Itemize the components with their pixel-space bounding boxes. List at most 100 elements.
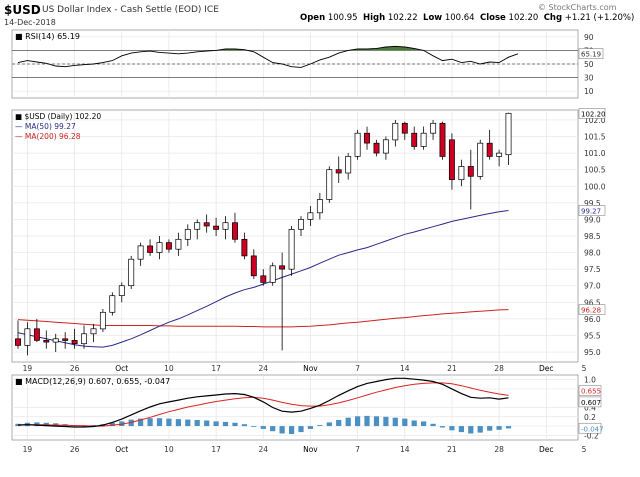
macd-histogram-bar	[109, 422, 115, 427]
candle-down	[213, 225, 220, 230]
macd-histogram-bar	[383, 416, 389, 427]
candle-up	[81, 333, 87, 345]
price-y-tick-label: 95.5	[584, 331, 601, 340]
rsi-y-tick-label: 10	[584, 87, 594, 96]
price-y-tick-label: 97.5	[584, 265, 601, 274]
macd-histogram-bar	[289, 426, 295, 434]
macd-histogram-bar	[147, 418, 153, 427]
open-label: Open	[300, 13, 326, 23]
macd-histogram-bar	[138, 418, 144, 426]
price-y-tick-label: 100.0	[584, 182, 606, 191]
candle-up	[382, 139, 389, 154]
low-value: 100.64	[444, 13, 475, 23]
macd-histogram-bar	[156, 418, 163, 427]
price-y-tick-label: 102.0	[584, 116, 606, 125]
macd-histogram-bar	[232, 422, 238, 427]
price-y-tick-label: 97.0	[584, 282, 601, 291]
symbol-title: $USD	[4, 3, 41, 17]
candle-down	[250, 255, 257, 277]
macd-histogram-bar	[222, 421, 229, 427]
watermark: © StockCharts.com	[538, 3, 617, 12]
macd-histogram-bar	[468, 426, 474, 434]
candle-up	[298, 219, 304, 230]
price-y-tick-label: 96.5	[584, 298, 601, 307]
price-x-tick-label: 7	[355, 364, 360, 373]
candle-down	[241, 238, 248, 257]
macd-y-tick-label: 0.4	[584, 404, 596, 413]
candle-down	[467, 166, 474, 177]
price-y-tick-label: 98.5	[584, 232, 601, 241]
candle-up	[477, 142, 484, 177]
price-legend-entry: — MA(200) 96.28	[15, 132, 81, 141]
macd-histogram-bar	[336, 420, 342, 426]
candle-up	[316, 199, 323, 214]
macd-x-tick-label: 21	[447, 445, 457, 454]
candle-up	[496, 152, 503, 157]
macd-histogram-bar	[166, 418, 172, 426]
price-last-value-label: 96.28	[581, 307, 601, 315]
candle-up	[307, 212, 314, 220]
macd-last-value-label: 0.655	[581, 388, 601, 396]
candle-down	[439, 122, 446, 157]
macd-histogram-bar	[458, 426, 464, 433]
price-y-tick-label: 100.5	[584, 166, 606, 175]
macd-histogram-bar	[402, 418, 408, 426]
price-x-tick-label: 17	[211, 364, 221, 373]
macd-histogram-bar	[175, 419, 181, 427]
macd-histogram-bar	[241, 424, 247, 427]
candle-down	[232, 222, 238, 240]
chg-label: Chg	[543, 13, 563, 23]
macd-line	[17, 377, 509, 428]
macd-x-tick-label: 17	[211, 445, 221, 454]
candle-up	[430, 122, 437, 134]
macd-histogram-bar	[90, 425, 97, 426]
candle-down	[411, 132, 418, 147]
price-last-value-label: 99.27	[581, 207, 601, 215]
price-y-tick-label: 99.0	[584, 215, 601, 224]
macd-x-tick-label: 28	[494, 445, 504, 454]
candle-down	[373, 142, 380, 154]
macd-histogram-bar	[392, 417, 398, 427]
candle-up	[175, 238, 182, 250]
rsi-overbought-fill	[18, 46, 518, 51]
candle-down	[364, 132, 370, 144]
macd-histogram-bar	[204, 420, 210, 427]
price-x-tick-label: Nov	[303, 364, 318, 373]
macd-last-value-label: -0.047	[581, 425, 604, 433]
chart-header: $USD US Dollar Index - Cash Settle (EOD)…	[0, 0, 640, 30]
macd-histogram-bar	[298, 426, 304, 433]
price-y-tick-label: 101.5	[584, 133, 606, 142]
candle-down	[62, 338, 69, 341]
candle-up	[184, 229, 191, 240]
candle-down	[486, 142, 493, 157]
candle-down	[203, 222, 210, 227]
instrument-name: US Dollar Index - Cash Settle (EOD) ICE	[42, 5, 219, 15]
price-x-tick-label: 28	[494, 364, 504, 373]
macd-y-tick-label: 1.0	[584, 376, 596, 385]
rsi-y-tick-label: 50	[584, 60, 594, 69]
chg-value: +1.21 (+1.20%)	[564, 13, 635, 23]
candle-up	[99, 311, 106, 330]
price-x-tick-label: 24	[258, 364, 268, 373]
macd-histogram-bar	[373, 416, 380, 427]
candle-up	[392, 122, 399, 141]
candle-up	[90, 328, 97, 335]
candle-up	[269, 265, 276, 283]
macd-histogram-bar	[279, 426, 285, 434]
candle-up	[52, 338, 59, 343]
macd-histogram-bar	[477, 426, 483, 433]
candle-up	[222, 222, 229, 230]
macd-y-tick-label: -0.2	[584, 431, 599, 440]
price-x-tick-label: 5	[582, 364, 587, 373]
candle-down	[260, 275, 267, 283]
price-last-value-label: 102.20	[581, 110, 606, 118]
price-last-value-box	[578, 304, 606, 315]
price-x-tick-label: Dec	[539, 364, 554, 373]
macd-histogram-bar	[364, 415, 370, 427]
macd-legend: ■ MACD(12,26,9) 0.607, 0.655, -0.047	[15, 377, 170, 386]
ma200-line	[17, 309, 509, 328]
macd-histogram-bar	[421, 421, 427, 426]
macd-histogram-bar	[496, 426, 502, 430]
quote-summary: Open 100.95 High 102.22 Low 100.64 Close…	[300, 13, 634, 23]
macd-x-tick-label: 14	[400, 445, 410, 454]
